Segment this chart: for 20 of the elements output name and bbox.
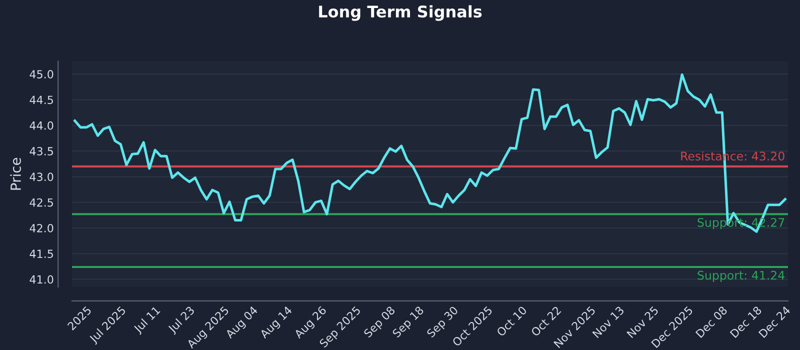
x-tick-label: Jul 23	[167, 306, 196, 335]
y-tick-label: 42.0	[30, 224, 54, 232]
y-tick-label: 41.0	[30, 275, 54, 284]
line-series	[74, 73, 786, 233]
y-tick-label: 42.5	[30, 198, 53, 207]
y-tick-label: 43.0	[30, 172, 54, 182]
y-tick-label: 44.5	[30, 96, 53, 104]
chart-title: Long Term Signals	[319, 5, 482, 21]
y-tick-label: 44.0	[30, 121, 54, 130]
x-tick-label: Aug 14	[259, 306, 294, 340]
x-tick-label: Oct 10	[496, 306, 528, 337]
y-tick-label: 43.5	[30, 147, 53, 156]
y-axis-title: Price	[10, 158, 21, 190]
x-tick-label: Jul 11	[132, 306, 162, 335]
x-tick-label: Oct 22	[530, 306, 562, 337]
x-tick-label: Nov 25	[626, 306, 659, 338]
y-tick-label: 41.5	[30, 250, 53, 258]
y-tick-label: 45.0	[30, 70, 54, 78]
x-tick-label: Dec 08	[695, 306, 728, 338]
ref-line-label: Support: 41.24	[698, 270, 784, 282]
